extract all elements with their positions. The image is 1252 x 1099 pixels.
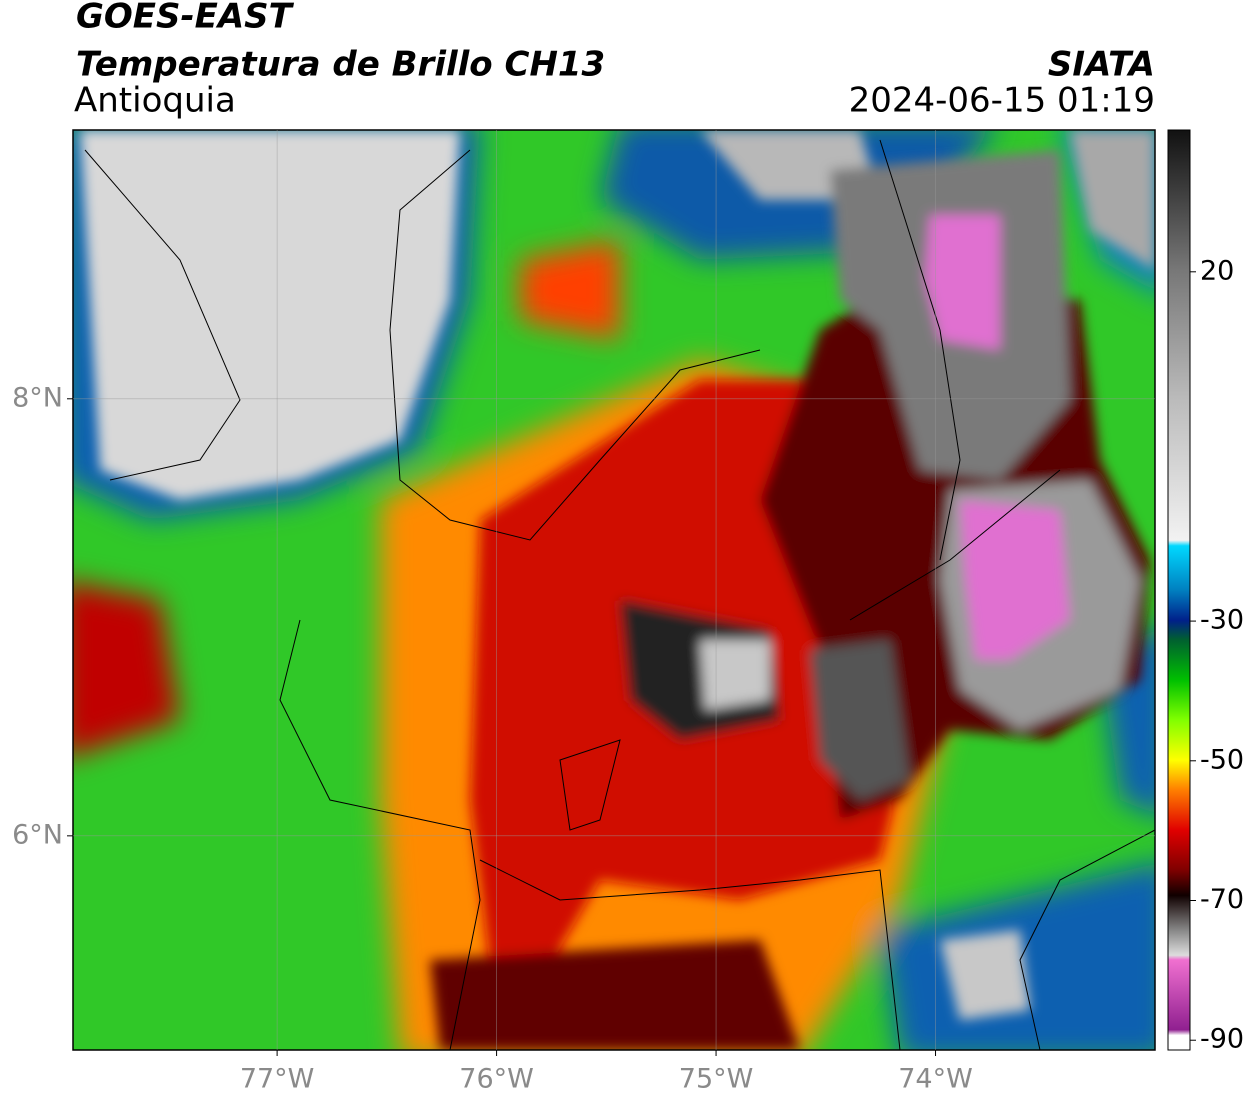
y-tick-label: 8°N <box>12 382 63 413</box>
map-frame <box>72 129 1156 1051</box>
source: SIATA <box>1048 45 1155 85</box>
x-tick-label: 76°W <box>459 1064 534 1095</box>
x-tick-label: 74°W <box>898 1064 973 1095</box>
colorbar <box>1167 129 1191 1051</box>
colorbar-tick-label: -70 <box>1200 884 1244 915</box>
subtitle: Temperatura de Brillo CH13 <box>76 45 605 85</box>
y-tick-label: 6°N <box>12 819 63 850</box>
x-tick-label: 77°W <box>240 1064 315 1095</box>
colorbar-tick-label: -30 <box>1200 605 1244 636</box>
satellite-image <box>73 130 1155 1050</box>
title: GOES-EAST <box>76 0 295 37</box>
timestamp: 2024-06-15 01:19 <box>849 81 1155 121</box>
x-tick-label: 75°W <box>679 1064 754 1095</box>
colorbar-tick-label: 20 <box>1200 255 1234 286</box>
region: Antioquia <box>74 81 236 121</box>
colorbar-tick-label: -90 <box>1200 1024 1244 1055</box>
colorbar-tick-label: -50 <box>1200 744 1244 775</box>
boundaries <box>84 139 1155 1050</box>
